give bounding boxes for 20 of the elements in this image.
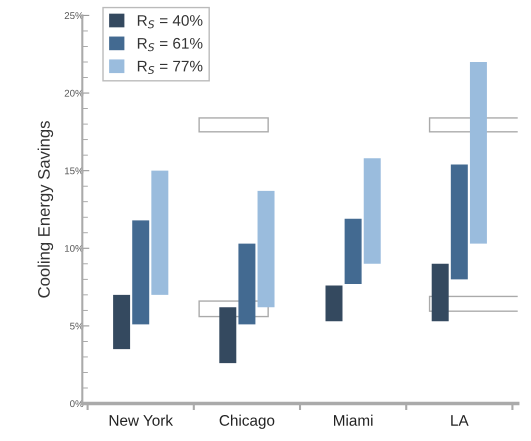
x-tick-label: Miami	[334, 414, 372, 426]
bar	[364, 158, 381, 264]
bar	[238, 244, 256, 324]
bar	[470, 62, 487, 244]
bar	[113, 294, 130, 350]
x-tick-label: New York	[110, 414, 174, 426]
bar	[344, 218, 362, 284]
bar	[432, 264, 449, 322]
x-tick-label: Chicago	[220, 414, 274, 429]
bar	[450, 164, 468, 280]
bar	[326, 286, 342, 322]
bar	[258, 190, 275, 308]
bar	[132, 220, 150, 324]
bar	[151, 170, 168, 295]
legend-label: R$_{S}$ = 61%	[138, 38, 202, 52]
y-axis-title: Cooling Energy Savings	[38, 121, 54, 298]
legend-label: R$_{S}$ = 77%	[138, 60, 202, 74]
bar	[219, 307, 236, 364]
x-tick-label: LA	[451, 415, 469, 426]
legend-label: R$_{S}$ = 40%	[138, 15, 202, 28]
